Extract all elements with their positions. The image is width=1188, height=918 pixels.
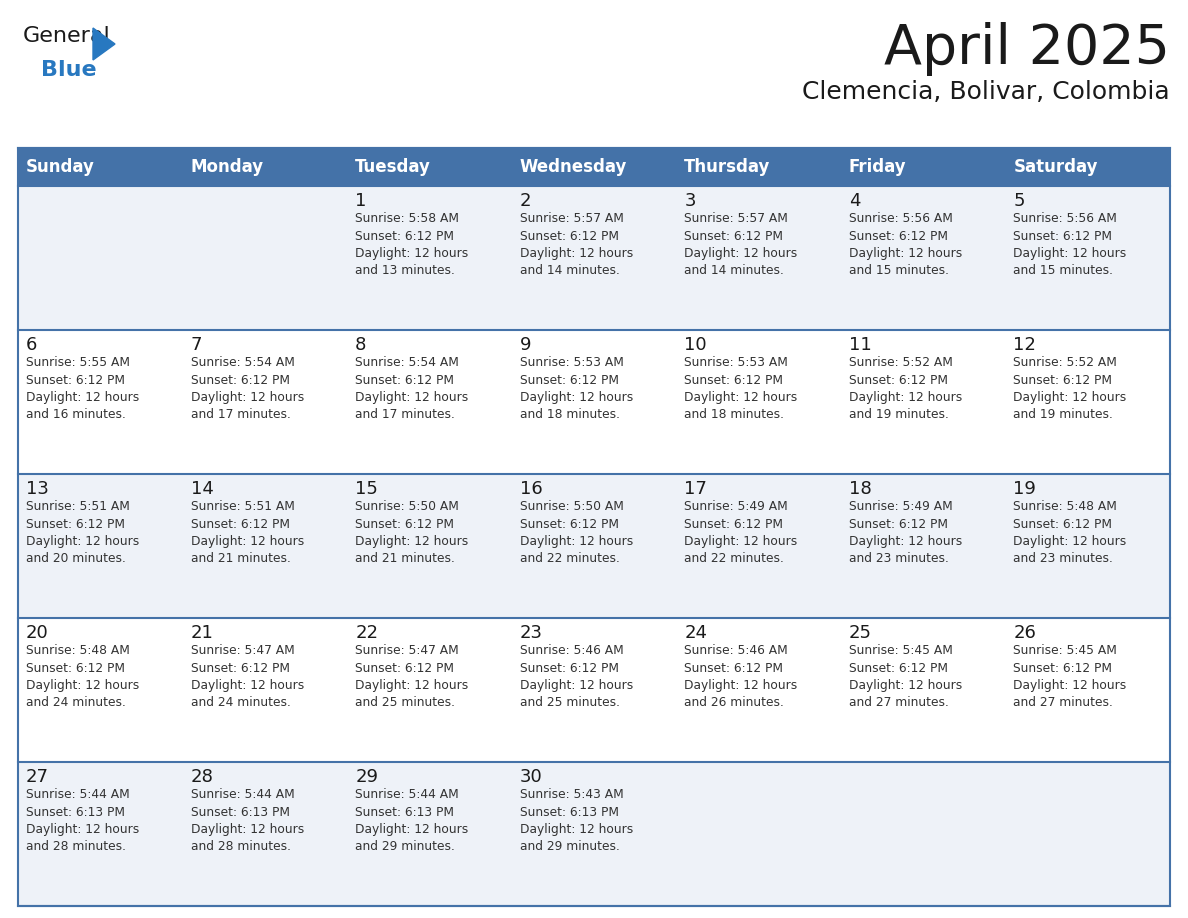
Text: 18: 18 (849, 480, 872, 498)
Text: 17: 17 (684, 480, 707, 498)
Text: Friday: Friday (849, 158, 906, 176)
Text: Sunrise: 5:54 AM
Sunset: 6:12 PM
Daylight: 12 hours
and 17 minutes.: Sunrise: 5:54 AM Sunset: 6:12 PM Dayligh… (355, 356, 468, 421)
Text: Sunrise: 5:44 AM
Sunset: 6:13 PM
Daylight: 12 hours
and 28 minutes.: Sunrise: 5:44 AM Sunset: 6:13 PM Dayligh… (26, 788, 139, 854)
Text: Sunrise: 5:57 AM
Sunset: 6:12 PM
Daylight: 12 hours
and 14 minutes.: Sunrise: 5:57 AM Sunset: 6:12 PM Dayligh… (684, 212, 797, 277)
Text: Sunrise: 5:58 AM
Sunset: 6:12 PM
Daylight: 12 hours
and 13 minutes.: Sunrise: 5:58 AM Sunset: 6:12 PM Dayligh… (355, 212, 468, 277)
Polygon shape (93, 28, 115, 60)
Text: 1: 1 (355, 192, 367, 210)
Text: 16: 16 (519, 480, 543, 498)
Text: Blue: Blue (42, 60, 96, 80)
Text: Sunrise: 5:50 AM
Sunset: 6:12 PM
Daylight: 12 hours
and 21 minutes.: Sunrise: 5:50 AM Sunset: 6:12 PM Dayligh… (355, 500, 468, 565)
Text: 7: 7 (190, 336, 202, 354)
Text: Sunrise: 5:43 AM
Sunset: 6:13 PM
Daylight: 12 hours
and 29 minutes.: Sunrise: 5:43 AM Sunset: 6:13 PM Dayligh… (519, 788, 633, 854)
Text: 13: 13 (26, 480, 49, 498)
Bar (18, 474, 1170, 618)
Text: 15: 15 (355, 480, 378, 498)
Bar (18, 762, 1170, 906)
Text: 14: 14 (190, 480, 214, 498)
Text: Sunrise: 5:52 AM
Sunset: 6:12 PM
Daylight: 12 hours
and 19 minutes.: Sunrise: 5:52 AM Sunset: 6:12 PM Dayligh… (1013, 356, 1126, 421)
Text: 24: 24 (684, 624, 707, 642)
Text: 28: 28 (190, 768, 214, 786)
Bar (18, 618, 1170, 762)
Text: April 2025: April 2025 (884, 22, 1170, 76)
Bar (347, 148, 512, 186)
Bar (18, 148, 183, 186)
Text: Sunrise: 5:53 AM
Sunset: 6:12 PM
Daylight: 12 hours
and 18 minutes.: Sunrise: 5:53 AM Sunset: 6:12 PM Dayligh… (519, 356, 633, 421)
Text: Sunrise: 5:55 AM
Sunset: 6:12 PM
Daylight: 12 hours
and 16 minutes.: Sunrise: 5:55 AM Sunset: 6:12 PM Dayligh… (26, 356, 139, 421)
Text: 12: 12 (1013, 336, 1036, 354)
Text: 23: 23 (519, 624, 543, 642)
Text: Sunrise: 5:44 AM
Sunset: 6:13 PM
Daylight: 12 hours
and 29 minutes.: Sunrise: 5:44 AM Sunset: 6:13 PM Dayligh… (355, 788, 468, 854)
Text: Sunrise: 5:46 AM
Sunset: 6:12 PM
Daylight: 12 hours
and 25 minutes.: Sunrise: 5:46 AM Sunset: 6:12 PM Dayligh… (519, 644, 633, 710)
Text: Saturday: Saturday (1013, 158, 1098, 176)
Text: Sunrise: 5:47 AM
Sunset: 6:12 PM
Daylight: 12 hours
and 25 minutes.: Sunrise: 5:47 AM Sunset: 6:12 PM Dayligh… (355, 644, 468, 710)
Text: Sunrise: 5:49 AM
Sunset: 6:12 PM
Daylight: 12 hours
and 23 minutes.: Sunrise: 5:49 AM Sunset: 6:12 PM Dayligh… (849, 500, 962, 565)
Text: Sunrise: 5:50 AM
Sunset: 6:12 PM
Daylight: 12 hours
and 22 minutes.: Sunrise: 5:50 AM Sunset: 6:12 PM Dayligh… (519, 500, 633, 565)
Bar (18, 330, 1170, 474)
Text: Sunrise: 5:56 AM
Sunset: 6:12 PM
Daylight: 12 hours
and 15 minutes.: Sunrise: 5:56 AM Sunset: 6:12 PM Dayligh… (1013, 212, 1126, 277)
Text: Sunrise: 5:57 AM
Sunset: 6:12 PM
Daylight: 12 hours
and 14 minutes.: Sunrise: 5:57 AM Sunset: 6:12 PM Dayligh… (519, 212, 633, 277)
Text: 3: 3 (684, 192, 696, 210)
Text: Sunrise: 5:47 AM
Sunset: 6:12 PM
Daylight: 12 hours
and 24 minutes.: Sunrise: 5:47 AM Sunset: 6:12 PM Dayligh… (190, 644, 304, 710)
Text: Tuesday: Tuesday (355, 158, 431, 176)
Text: 4: 4 (849, 192, 860, 210)
Bar (676, 148, 841, 186)
Text: 21: 21 (190, 624, 214, 642)
Text: 29: 29 (355, 768, 378, 786)
Text: 5: 5 (1013, 192, 1025, 210)
Bar (841, 148, 1005, 186)
Text: 8: 8 (355, 336, 367, 354)
Text: Wednesday: Wednesday (519, 158, 627, 176)
Text: Monday: Monday (190, 158, 264, 176)
Text: 19: 19 (1013, 480, 1036, 498)
Text: Sunrise: 5:46 AM
Sunset: 6:12 PM
Daylight: 12 hours
and 26 minutes.: Sunrise: 5:46 AM Sunset: 6:12 PM Dayligh… (684, 644, 797, 710)
Text: 20: 20 (26, 624, 49, 642)
Text: 10: 10 (684, 336, 707, 354)
Text: Sunrise: 5:51 AM
Sunset: 6:12 PM
Daylight: 12 hours
and 20 minutes.: Sunrise: 5:51 AM Sunset: 6:12 PM Dayligh… (26, 500, 139, 565)
Text: 6: 6 (26, 336, 37, 354)
Text: 26: 26 (1013, 624, 1036, 642)
Text: 25: 25 (849, 624, 872, 642)
Text: Sunrise: 5:48 AM
Sunset: 6:12 PM
Daylight: 12 hours
and 23 minutes.: Sunrise: 5:48 AM Sunset: 6:12 PM Dayligh… (1013, 500, 1126, 565)
Bar (183, 148, 347, 186)
Text: General: General (23, 26, 110, 46)
Text: 11: 11 (849, 336, 872, 354)
Text: Sunrise: 5:52 AM
Sunset: 6:12 PM
Daylight: 12 hours
and 19 minutes.: Sunrise: 5:52 AM Sunset: 6:12 PM Dayligh… (849, 356, 962, 421)
Text: 30: 30 (519, 768, 543, 786)
Text: Sunrise: 5:45 AM
Sunset: 6:12 PM
Daylight: 12 hours
and 27 minutes.: Sunrise: 5:45 AM Sunset: 6:12 PM Dayligh… (849, 644, 962, 710)
Text: Sunrise: 5:48 AM
Sunset: 6:12 PM
Daylight: 12 hours
and 24 minutes.: Sunrise: 5:48 AM Sunset: 6:12 PM Dayligh… (26, 644, 139, 710)
Text: Sunday: Sunday (26, 158, 95, 176)
Text: Thursday: Thursday (684, 158, 771, 176)
Text: Sunrise: 5:51 AM
Sunset: 6:12 PM
Daylight: 12 hours
and 21 minutes.: Sunrise: 5:51 AM Sunset: 6:12 PM Dayligh… (190, 500, 304, 565)
Text: Sunrise: 5:53 AM
Sunset: 6:12 PM
Daylight: 12 hours
and 18 minutes.: Sunrise: 5:53 AM Sunset: 6:12 PM Dayligh… (684, 356, 797, 421)
Bar (18, 186, 1170, 330)
Text: Sunrise: 5:56 AM
Sunset: 6:12 PM
Daylight: 12 hours
and 15 minutes.: Sunrise: 5:56 AM Sunset: 6:12 PM Dayligh… (849, 212, 962, 277)
Text: 27: 27 (26, 768, 49, 786)
Bar (512, 148, 676, 186)
Text: 2: 2 (519, 192, 531, 210)
Text: Sunrise: 5:44 AM
Sunset: 6:13 PM
Daylight: 12 hours
and 28 minutes.: Sunrise: 5:44 AM Sunset: 6:13 PM Dayligh… (190, 788, 304, 854)
Text: Sunrise: 5:49 AM
Sunset: 6:12 PM
Daylight: 12 hours
and 22 minutes.: Sunrise: 5:49 AM Sunset: 6:12 PM Dayligh… (684, 500, 797, 565)
Text: Sunrise: 5:54 AM
Sunset: 6:12 PM
Daylight: 12 hours
and 17 minutes.: Sunrise: 5:54 AM Sunset: 6:12 PM Dayligh… (190, 356, 304, 421)
Bar (1005, 148, 1170, 186)
Text: 22: 22 (355, 624, 378, 642)
Text: 9: 9 (519, 336, 531, 354)
Bar (18, 148, 1170, 906)
Text: Clemencia, Bolivar, Colombia: Clemencia, Bolivar, Colombia (802, 80, 1170, 104)
Text: Sunrise: 5:45 AM
Sunset: 6:12 PM
Daylight: 12 hours
and 27 minutes.: Sunrise: 5:45 AM Sunset: 6:12 PM Dayligh… (1013, 644, 1126, 710)
